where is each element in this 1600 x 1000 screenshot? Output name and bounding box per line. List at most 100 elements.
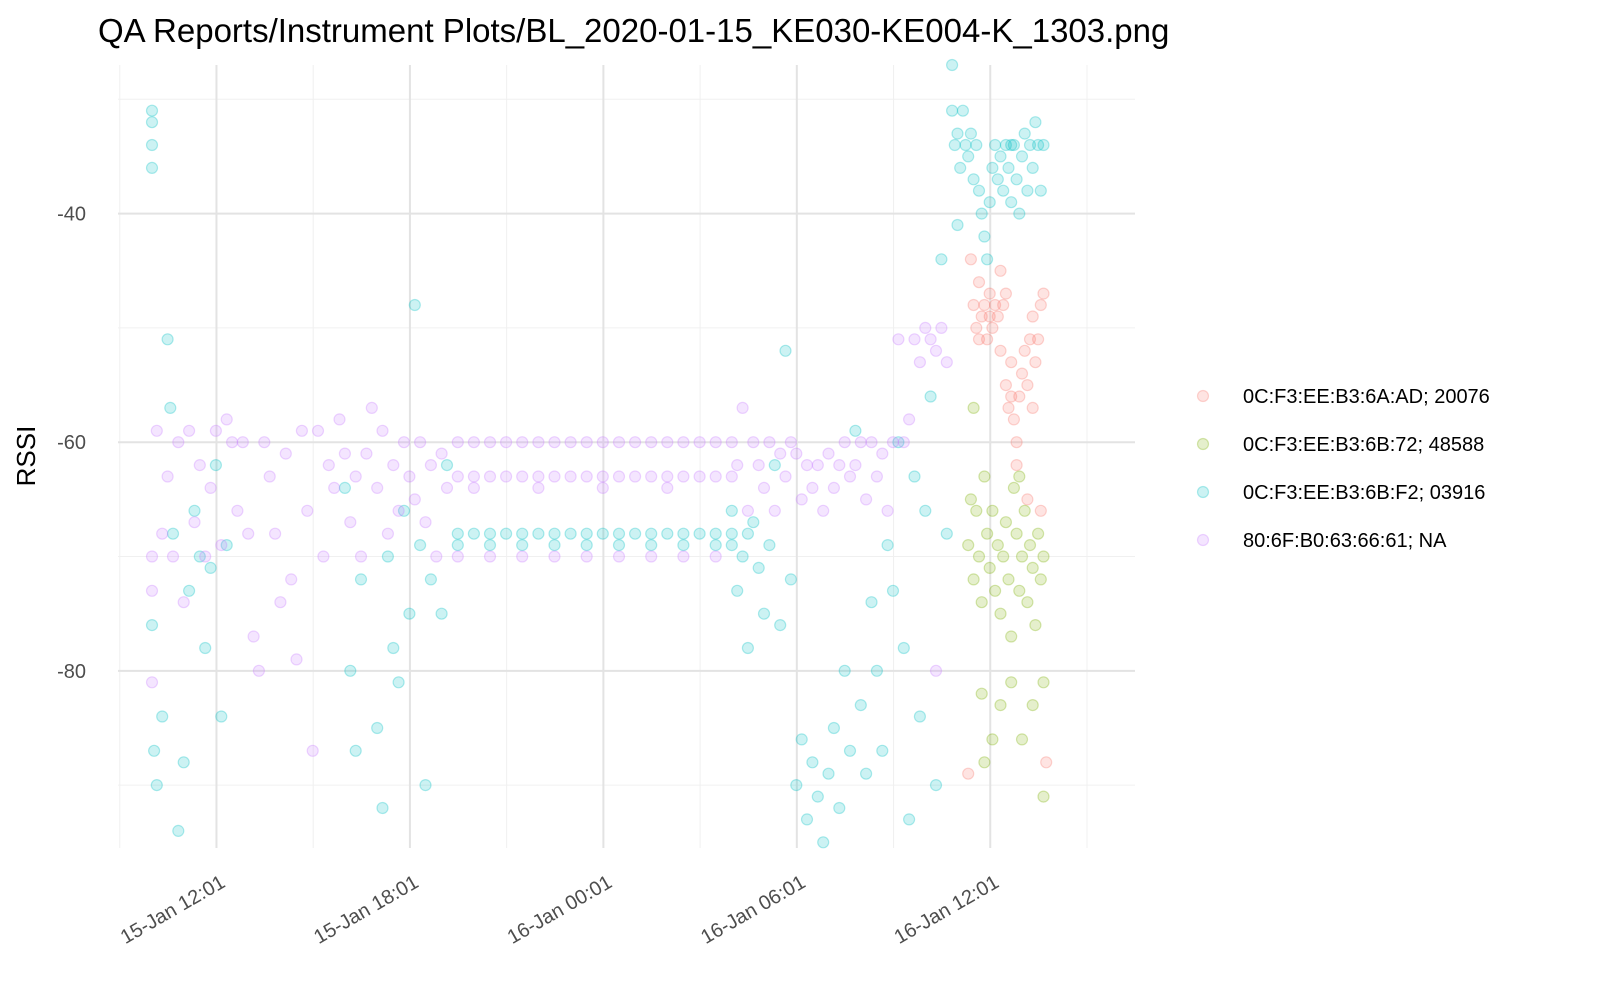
data-point bbox=[548, 436, 561, 449]
data-point bbox=[231, 504, 244, 517]
data-point bbox=[741, 504, 755, 517]
data-point bbox=[983, 561, 996, 575]
data-point bbox=[516, 436, 529, 449]
data-point bbox=[349, 744, 362, 757]
data-point bbox=[822, 767, 835, 780]
data-point bbox=[988, 584, 1002, 597]
data-point bbox=[580, 527, 593, 540]
data-point bbox=[226, 436, 239, 449]
data-point bbox=[741, 641, 755, 655]
data-point bbox=[483, 550, 497, 563]
data-point bbox=[1023, 538, 1037, 552]
data-point bbox=[193, 459, 206, 472]
data-point bbox=[725, 527, 738, 540]
data-point bbox=[183, 584, 196, 597]
data-point bbox=[419, 516, 432, 529]
data-point bbox=[414, 436, 427, 449]
data-point bbox=[865, 596, 878, 609]
data-point bbox=[1010, 527, 1023, 540]
data-point bbox=[859, 493, 873, 506]
data-point bbox=[145, 584, 159, 597]
legend-key bbox=[1196, 389, 1210, 403]
data-point bbox=[1021, 184, 1034, 197]
major-gridlines bbox=[118, 65, 1135, 848]
data-point bbox=[736, 401, 749, 414]
data-point bbox=[967, 401, 980, 414]
data-point bbox=[964, 253, 978, 266]
data-point bbox=[164, 401, 177, 414]
data-point bbox=[1002, 401, 1015, 414]
data-point bbox=[994, 150, 1007, 163]
data-point bbox=[693, 527, 706, 540]
data-point bbox=[1021, 379, 1034, 392]
data-point bbox=[1005, 630, 1018, 643]
data-point bbox=[774, 447, 787, 460]
data-point bbox=[1010, 459, 1023, 472]
data-point bbox=[145, 138, 159, 152]
data-point bbox=[747, 436, 760, 449]
data-point bbox=[392, 504, 405, 517]
data-point bbox=[1007, 481, 1021, 494]
data-point bbox=[994, 344, 1007, 357]
data-point bbox=[752, 459, 765, 472]
data-point bbox=[440, 481, 454, 494]
legend-label: 0C:F3:EE:B3:6A:AD; 20076 bbox=[1243, 386, 1490, 408]
data-point bbox=[991, 173, 1004, 186]
legend-label: 0C:F3:EE:B3:6B:F2; 03916 bbox=[1243, 482, 1485, 504]
data-point bbox=[881, 504, 894, 517]
data-point bbox=[150, 424, 163, 437]
data-point bbox=[263, 470, 276, 483]
data-point bbox=[817, 504, 830, 517]
data-point bbox=[1034, 573, 1047, 586]
data-point bbox=[902, 413, 916, 426]
data-point bbox=[322, 459, 335, 472]
data-point bbox=[833, 801, 846, 815]
data-point bbox=[795, 493, 808, 506]
data-point bbox=[1018, 504, 1031, 517]
data-point bbox=[972, 276, 986, 289]
data-point bbox=[693, 470, 706, 483]
data-point bbox=[784, 436, 798, 449]
data-point bbox=[661, 470, 674, 483]
data-point bbox=[645, 550, 658, 563]
data-point bbox=[994, 607, 1007, 620]
data-point bbox=[500, 436, 513, 449]
data-point bbox=[1026, 561, 1039, 575]
data-point bbox=[677, 527, 690, 540]
data-point bbox=[269, 527, 282, 540]
data-point bbox=[752, 561, 765, 575]
legend-label: 0C:F3:EE:B3:6B:72; 48588 bbox=[1243, 434, 1484, 456]
data-point bbox=[919, 504, 932, 517]
data-point bbox=[997, 298, 1010, 312]
data-point bbox=[349, 470, 362, 483]
data-point bbox=[999, 287, 1013, 300]
data-point bbox=[204, 561, 217, 575]
data-point bbox=[344, 516, 357, 529]
data-point bbox=[440, 459, 454, 472]
data-point bbox=[1005, 138, 1018, 152]
data-point bbox=[661, 481, 674, 494]
data-point bbox=[1037, 550, 1050, 563]
data-point bbox=[1037, 138, 1050, 152]
data-point bbox=[333, 413, 346, 426]
data-point bbox=[467, 436, 480, 449]
data-point bbox=[843, 744, 857, 757]
data-point bbox=[865, 436, 878, 449]
data-point bbox=[467, 527, 480, 540]
data-point bbox=[795, 733, 808, 746]
data-point bbox=[548, 550, 561, 563]
data-point bbox=[763, 436, 776, 449]
data-point bbox=[381, 550, 394, 563]
data-point bbox=[548, 470, 561, 483]
data-point bbox=[725, 470, 738, 483]
data-point bbox=[892, 333, 905, 346]
data-point bbox=[1013, 470, 1026, 483]
data-point bbox=[800, 459, 814, 472]
data-point bbox=[709, 538, 722, 552]
data-point bbox=[279, 447, 292, 460]
data-point bbox=[403, 470, 416, 483]
data-point bbox=[564, 436, 577, 449]
data-point bbox=[988, 138, 1002, 152]
data-point bbox=[811, 459, 824, 472]
data-point bbox=[978, 756, 991, 769]
